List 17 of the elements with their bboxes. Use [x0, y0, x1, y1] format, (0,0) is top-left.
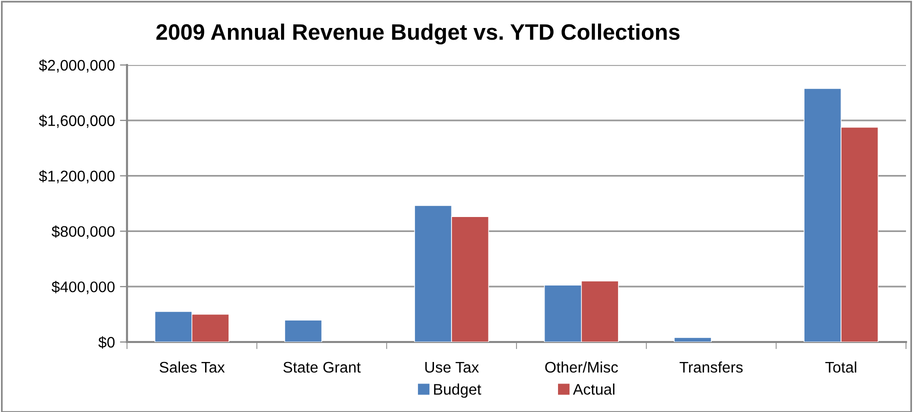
legend-label: Budget	[434, 384, 482, 398]
x-tick-label: Total	[825, 361, 856, 373]
x-tick-label: Use Tax	[425, 362, 479, 373]
x-tick-label: Other/Misc	[545, 361, 618, 373]
y-tick-label: $400,000	[52, 280, 115, 294]
chart-title: 2009 Annual Revenue Budget vs. YTD Collections	[156, 24, 680, 44]
y-tick-label: $1,200,000	[38, 170, 115, 184]
x-tick-label: Transfers	[680, 361, 743, 373]
y-tick-label: $0	[98, 336, 115, 349]
y-tick-label: $800,000	[52, 225, 115, 239]
y-tick-label: $2,000,000	[38, 59, 115, 72]
y-tick-label: $1,600,000	[38, 114, 115, 128]
bar	[674, 337, 712, 342]
x-tick-label: State Grant	[283, 362, 361, 373]
bar	[284, 320, 322, 342]
x-tick-label: Sales Tax	[160, 361, 225, 373]
legend-label: Actual	[572, 384, 614, 395]
